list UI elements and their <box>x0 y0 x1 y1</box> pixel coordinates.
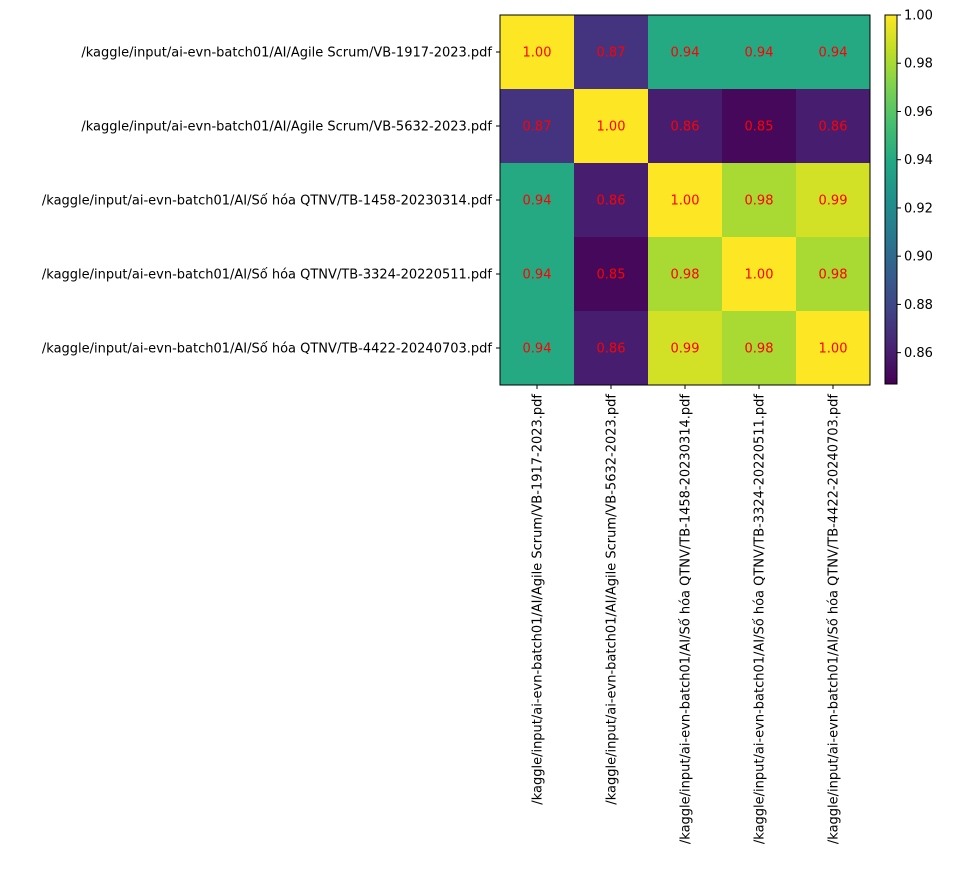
heatmap-cell <box>722 15 797 90</box>
cell-value-label: 0.99 <box>819 194 848 209</box>
heatmap-cell <box>500 311 575 386</box>
heatmap-cells <box>500 15 871 386</box>
x-tick-label: /kaggle/input/ai-evn-batch01/AI/Agile Sc… <box>605 394 620 805</box>
heatmap-cell <box>648 237 723 312</box>
cell-value-label: 0.86 <box>819 120 848 135</box>
x-tick-label: /kaggle/input/ai-evn-batch01/AI/Số hóa Q… <box>679 394 694 845</box>
x-tick-label: /kaggle/input/ai-evn-batch01/AI/Số hóa Q… <box>827 394 842 845</box>
heatmap-cell <box>796 89 871 164</box>
cell-value-label: 0.98 <box>745 194 774 209</box>
colorbar-tick-label: 0.90 <box>904 250 933 265</box>
cell-value-label: 0.98 <box>671 268 700 283</box>
y-axis: /kaggle/input/ai-evn-batch01/AI/Agile Sc… <box>42 46 500 357</box>
heatmap-cell <box>574 237 649 312</box>
heatmap-cell <box>574 311 649 386</box>
colorbar-tick-label: 0.86 <box>904 346 933 361</box>
colorbar-gradient <box>885 15 897 384</box>
cell-value-label: 0.86 <box>597 194 626 209</box>
heatmap-cell <box>722 237 797 312</box>
x-tick-label: /kaggle/input/ai-evn-batch01/AI/Số hóa Q… <box>753 394 768 845</box>
cell-value-label: 0.94 <box>523 194 552 209</box>
heatmap-cell <box>648 15 723 90</box>
cell-value-label: 0.87 <box>523 120 552 135</box>
cell-value-label: 0.98 <box>745 342 774 357</box>
heatmap-cell <box>500 15 575 90</box>
cell-value-label: 0.94 <box>523 268 552 283</box>
cell-value-label: 1.00 <box>819 342 848 357</box>
heatmap-cell <box>796 163 871 238</box>
x-tick-label: /kaggle/input/ai-evn-batch01/AI/Agile Sc… <box>531 394 546 805</box>
cell-value-label: 0.98 <box>819 268 848 283</box>
cell-value-label: 0.85 <box>597 268 626 283</box>
y-tick-label: /kaggle/input/ai-evn-batch01/AI/Số hóa Q… <box>42 268 493 283</box>
heatmap-cell <box>796 311 871 386</box>
heatmap-cell <box>722 89 797 164</box>
y-tick-label: /kaggle/input/ai-evn-batch01/AI/Số hóa Q… <box>42 342 493 357</box>
colorbar-tick-label: 0.96 <box>904 105 933 120</box>
colorbar-tick-label: 0.92 <box>904 201 933 216</box>
cell-value-label: 0.94 <box>745 46 774 61</box>
heatmap-cell <box>574 15 649 90</box>
heatmap-cell <box>722 311 797 386</box>
y-tick-label: /kaggle/input/ai-evn-batch01/AI/Agile Sc… <box>81 46 492 61</box>
colorbar-ticks: 0.86 0.88 0.90 0.92 0.94 0.96 0.98 1.00 <box>897 9 933 361</box>
cell-value-labels: 1.00 0.87 0.94 0.94 0.94 0.87 1.00 0.86 0.85 0.86… <box>523 46 848 357</box>
colorbar: 0.86 0.88 0.90 0.92 0.94 0.96 0.98 1.00 <box>884 9 933 385</box>
colorbar-tick-label: 0.98 <box>904 57 933 72</box>
cell-value-label: 0.86 <box>671 120 700 135</box>
x-axis: /kaggle/input/ai-evn-batch01/AI/Agile Sc… <box>531 385 842 844</box>
cell-value-label: 0.99 <box>671 342 700 357</box>
cell-value-label: 0.94 <box>671 46 700 61</box>
y-tick-label: /kaggle/input/ai-evn-batch01/AI/Agile Sc… <box>81 120 492 135</box>
cell-value-label: 0.94 <box>819 46 848 61</box>
colorbar-tick-label: 1.00 <box>904 9 933 24</box>
heatmap-cell <box>500 163 575 238</box>
heatmap-cell <box>500 89 575 164</box>
cell-value-label: 0.94 <box>523 342 552 357</box>
heatmap-cell <box>796 237 871 312</box>
cell-value-label: 1.00 <box>523 46 552 61</box>
cell-value-label: 0.86 <box>597 342 626 357</box>
cell-value-label: 0.85 <box>745 120 774 135</box>
colorbar-tick-label: 0.88 <box>904 298 933 313</box>
heatmap-cell <box>648 89 723 164</box>
cell-value-label: 1.00 <box>671 194 700 209</box>
heatmap-cell <box>574 89 649 164</box>
y-tick-label: /kaggle/input/ai-evn-batch01/AI/Số hóa Q… <box>42 194 493 209</box>
heatmap-cell <box>648 163 723 238</box>
heatmap-cell <box>574 163 649 238</box>
cell-value-label: 1.00 <box>745 268 774 283</box>
heatmap-cell <box>500 237 575 312</box>
colorbar-tick-label: 0.94 <box>904 153 933 168</box>
cell-value-label: 0.87 <box>597 46 626 61</box>
heatmap-cell <box>722 163 797 238</box>
colorbar-frame <box>884 14 898 385</box>
cell-value-label: 1.00 <box>597 120 626 135</box>
heatmap-cell <box>648 311 723 386</box>
heatmap-cell <box>796 15 871 90</box>
